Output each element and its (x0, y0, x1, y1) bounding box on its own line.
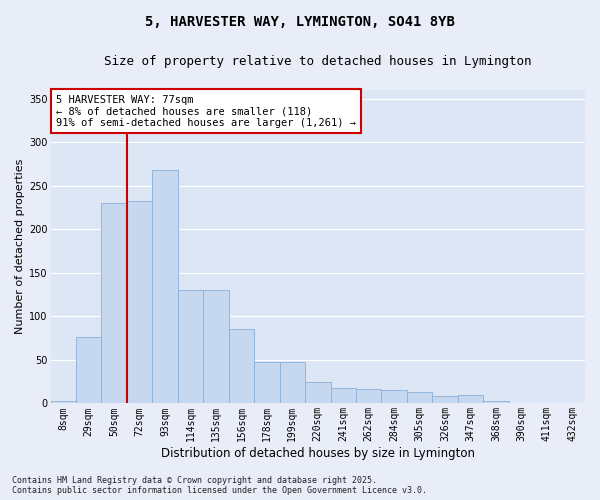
Bar (101, 203, 127, 404)
Y-axis label: Number of detached properties: Number of detached properties (15, 159, 25, 334)
Bar (152, 170, 178, 404)
Bar (254, 362, 280, 404)
Text: Contains HM Land Registry data © Crown copyright and database right 2025.
Contai: Contains HM Land Registry data © Crown c… (12, 476, 427, 495)
Bar (331, 388, 356, 404)
Bar (229, 330, 254, 404)
Bar (534, 402, 560, 404)
Bar (560, 402, 585, 404)
Bar (50, 401, 76, 404)
X-axis label: Distribution of detached houses by size in Lymington: Distribution of detached houses by size … (161, 447, 475, 460)
Bar (178, 290, 203, 404)
Bar (280, 362, 305, 404)
Bar (76, 338, 101, 404)
Text: 5 HARVESTER WAY: 77sqm
← 8% of detached houses are smaller (118)
91% of semi-det: 5 HARVESTER WAY: 77sqm ← 8% of detached … (56, 94, 356, 128)
Bar (458, 394, 483, 404)
Bar (203, 290, 229, 404)
Bar (407, 392, 433, 404)
Bar (305, 382, 331, 404)
Text: 5, HARVESTER WAY, LYMINGTON, SO41 8YB: 5, HARVESTER WAY, LYMINGTON, SO41 8YB (145, 15, 455, 29)
Bar (509, 402, 534, 404)
Bar (127, 200, 152, 404)
Bar (433, 396, 458, 404)
Bar (382, 390, 407, 404)
Title: Size of property relative to detached houses in Lymington: Size of property relative to detached ho… (104, 55, 532, 68)
Bar (483, 401, 509, 404)
Bar (356, 388, 382, 404)
